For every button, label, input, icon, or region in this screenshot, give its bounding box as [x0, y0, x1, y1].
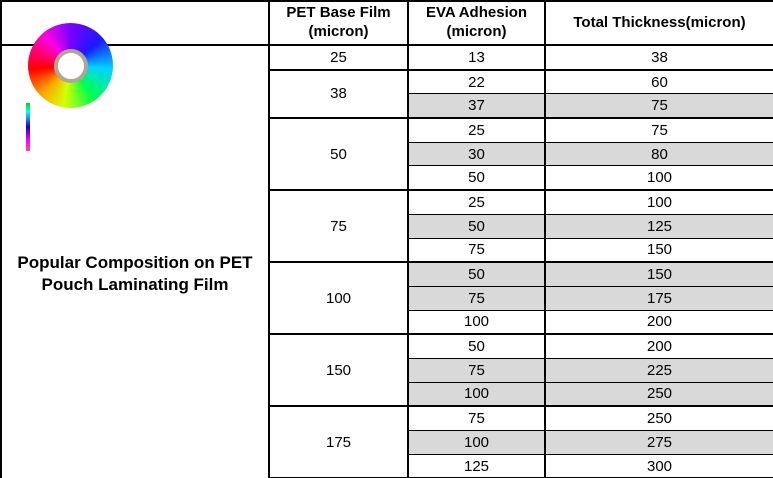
table-row: 100 50 150: [1, 261, 773, 335]
total-cell: 100: [544, 165, 773, 191]
table-row: 75 175: [1, 285, 773, 311]
header-row: PET Base Film (micron) EVA Adhesion (mic…: [0, 0, 773, 46]
table-row: 100 250: [1, 381, 773, 407]
header-eva-adhesion: EVA Adhesion (micron): [407, 0, 546, 46]
total-cell: 75: [544, 117, 773, 143]
total-cell: 80: [544, 141, 773, 167]
pet-cell: 38: [268, 68, 409, 119]
eva-cell: 75: [407, 237, 546, 263]
total-cell: 100: [544, 189, 773, 215]
total-cell: 175: [544, 285, 773, 311]
logo-header-cell: [0, 0, 270, 46]
header-line: EVA Adhesion: [425, 4, 528, 22]
brand-title-line2: Pouch Laminating Film: [41, 275, 229, 295]
total-cell: 200: [544, 309, 773, 335]
brand-title-cell: Popular Composition on PET Pouch Laminat…: [0, 43, 270, 478]
eva-cell: 22: [407, 68, 546, 95]
table-row: 75 150: [1, 237, 773, 263]
table-row: 100 275: [1, 430, 773, 455]
total-cell: 275: [544, 430, 773, 455]
total-cell: 200: [544, 333, 773, 359]
total-cell: 38: [544, 44, 773, 71]
table-row: Popular Composition on PET Pouch Laminat…: [0, 43, 773, 478]
brand-title-line1: Popular Composition on PET: [17, 252, 253, 272]
header-pet-base-film: PET Base Film (micron): [268, 0, 409, 46]
eva-cell: 75: [407, 357, 546, 383]
total-cell: 150: [544, 237, 773, 263]
pet-cell: 75: [268, 189, 409, 263]
pet-cell: 25: [268, 44, 409, 71]
table-row: 100 200: [1, 309, 773, 335]
table-row: 75 25 100: [1, 189, 773, 263]
total-cell: 125: [544, 213, 773, 239]
pet-cell: 150: [268, 333, 409, 407]
header-line: (micron): [308, 23, 369, 40]
table-row: 125 300: [1, 453, 773, 478]
eva-cell: 50: [407, 213, 546, 239]
table-row: 75 225: [1, 357, 773, 383]
eva-cell: 13: [407, 44, 546, 71]
table-row: 150 50 200: [1, 333, 773, 407]
eva-cell: 75: [407, 285, 546, 311]
pet-cell: 50: [268, 117, 409, 191]
total-cell: 250: [544, 405, 773, 432]
eva-cell: 100: [407, 309, 546, 335]
table-row: 50 25 75: [1, 117, 773, 191]
pet-cell: 100: [268, 261, 409, 335]
eva-cell: 100: [407, 381, 546, 407]
total-cell: 300: [544, 453, 773, 478]
header-line: (micron): [446, 23, 507, 40]
eva-cell: 50: [407, 165, 546, 191]
header-line: Total Thickness(micron): [573, 13, 746, 31]
eva-cell: 75: [407, 405, 546, 432]
table-row: 175 75 250: [1, 405, 773, 478]
eva-cell: 30: [407, 141, 546, 167]
total-cell: 75: [544, 93, 773, 119]
eva-cell: 25: [407, 117, 546, 143]
eva-cell: 100: [407, 430, 546, 455]
eva-cell: 25: [407, 189, 546, 215]
eva-cell: 50: [407, 333, 546, 359]
eva-cell: 50: [407, 261, 546, 287]
total-cell: 250: [544, 381, 773, 407]
pet-cell: 175: [268, 405, 409, 478]
eva-cell: 125: [407, 453, 546, 478]
header-total-thickness: Total Thickness(micron): [544, 0, 773, 46]
header-line: PET Base Film: [286, 4, 391, 22]
total-cell: 225: [544, 357, 773, 383]
eva-cell: 37: [407, 93, 546, 119]
table-row: 50 125: [1, 213, 773, 239]
total-cell: 150: [544, 261, 773, 287]
total-cell: 60: [544, 68, 773, 95]
